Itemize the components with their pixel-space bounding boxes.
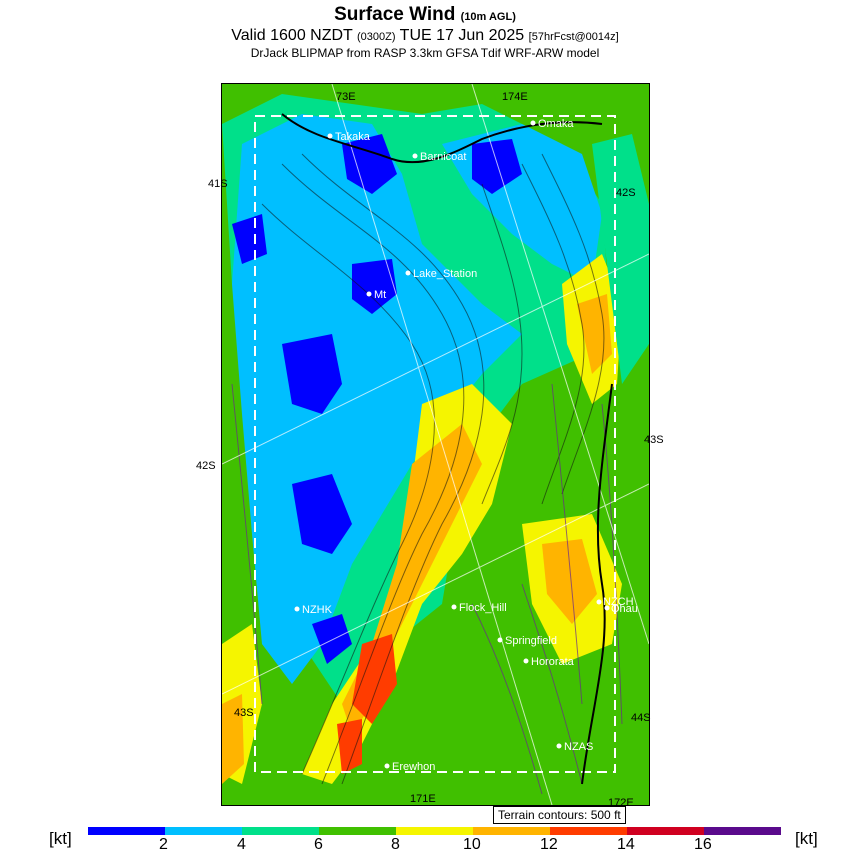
place-label-nzch: NZCH	[603, 596, 634, 608]
colorbar-segment	[627, 827, 705, 835]
place-marker-nzch	[596, 599, 602, 605]
place-marker-hororata	[523, 658, 529, 664]
place-marker-omaka	[530, 120, 536, 126]
place-label-flock-hill: Flock_Hill	[459, 602, 507, 614]
colorbar-tick-14: 14	[617, 836, 635, 853]
place-label-omaka: Omaka	[538, 118, 574, 130]
place-marker-lake-station	[405, 270, 411, 276]
place-marker-barnicoat	[412, 153, 418, 159]
grid-label-174e: 174E	[502, 91, 528, 103]
grid-label-73e: 73E	[336, 91, 356, 103]
grid-label-171e: 171E	[410, 793, 436, 805]
place-label-springfield: Springfield	[505, 635, 557, 647]
place-marker-springfield	[497, 637, 503, 643]
place-label-nzhk: NZHK	[302, 604, 333, 616]
colorbar-segment	[319, 827, 397, 835]
valid-time: Valid 1600 NZDT (0300Z) TUE 17 Jun 2025 …	[231, 27, 619, 44]
grid-label-44s: 44S	[631, 712, 651, 724]
colorbar-segment	[550, 827, 628, 835]
colorbar-tick-6: 6	[314, 836, 323, 853]
colorbar-segment	[88, 827, 166, 835]
place-label-hororata: Hororata	[531, 656, 575, 668]
place-marker-erewhon	[384, 763, 390, 769]
colorbar-unit-right: [kt]	[795, 829, 818, 848]
grid-label-172e: 172E	[608, 797, 634, 805]
place-marker-nzhk	[294, 606, 300, 612]
place-label-lake-station: Lake_Station	[413, 268, 477, 280]
wind-map-graphic: Takaka Omaka Barnicoat Lake_Station Mt N…	[222, 84, 649, 805]
place-label-nzas: NZAS	[564, 741, 593, 753]
colorbar-tick-16: 16	[694, 836, 712, 853]
place-marker-mt	[366, 291, 372, 297]
grid-label-42s-right: 42S	[616, 187, 636, 199]
place-label-barnicoat: Barnicoat	[420, 151, 466, 163]
colorbar-segment	[396, 827, 474, 835]
colorbar-segment	[704, 827, 781, 835]
place-marker-nzas	[556, 743, 562, 749]
colorbar-tick-8: 8	[391, 836, 400, 853]
colorbar-unit-left: [kt]	[49, 829, 72, 848]
wind-map[interactable]: Takaka Omaka Barnicoat Lake_Station Mt N…	[221, 83, 650, 806]
colorbar-tick-10: 10	[463, 836, 481, 853]
place-label-erewhon: Erewhon	[392, 761, 435, 773]
place-marker-flock-hill	[451, 604, 457, 610]
place-marker-ohau	[604, 605, 610, 611]
colorbar-segment	[165, 827, 243, 835]
grid-label-43s-bottom: 43S	[234, 707, 254, 719]
grid-label-41s: 41S	[208, 178, 228, 190]
colorbar-tick-12: 12	[540, 836, 558, 853]
place-label-mt: Mt	[374, 289, 386, 301]
place-label-ohau: Ohau	[611, 603, 638, 615]
grid-label-42s-left: 42S	[196, 460, 216, 472]
colorbar	[88, 827, 781, 835]
map-title: Surface Wind (10m AGL)	[334, 4, 516, 25]
place-marker-takaka	[327, 133, 333, 139]
colorbar-tick-2: 2	[159, 836, 168, 853]
model-source: DrJack BLIPMAP from RASP 3.3km GFSA Tdif…	[250, 46, 600, 60]
terrain-contours-note: Terrain contours: 500 ft	[493, 806, 626, 824]
colorbar-segment	[473, 827, 551, 835]
colorbar-tick-4: 4	[237, 836, 246, 853]
grid-label-43s-right: 43S	[644, 434, 664, 446]
place-label-takaka: Takaka	[335, 131, 371, 143]
colorbar-segment	[242, 827, 320, 835]
